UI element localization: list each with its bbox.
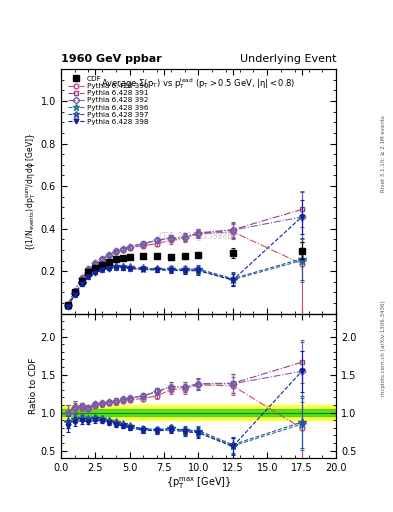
Text: Rivet 3.1.10; ≥ 2.1M events: Rivet 3.1.10; ≥ 2.1M events [381, 115, 386, 192]
Legend: CDF, Pythia 6.428 390, Pythia 6.428 391, Pythia 6.428 392, Pythia 6.428 396, Pyt: CDF, Pythia 6.428 390, Pythia 6.428 391,… [67, 75, 149, 125]
Bar [61, 405, 336, 420]
Y-axis label: $\{(1/N_{events})\, dp_{T}^{sum}/d\eta\, d\phi$ [GeV]$\}$: $\{(1/N_{events})\, dp_{T}^{sum}/d\eta\,… [24, 132, 38, 250]
Y-axis label: Ratio to CDF: Ratio to CDF [29, 358, 38, 414]
Bar [61, 409, 336, 416]
Text: mcplots.cern.ch [arXiv:1306.3436]: mcplots.cern.ch [arXiv:1306.3436] [381, 301, 386, 396]
X-axis label: $\{p_{T}^{max}$ [GeV]$\}$: $\{p_{T}^{max}$ [GeV]$\}$ [166, 476, 231, 492]
Text: Underlying Event: Underlying Event [239, 54, 336, 64]
Text: CDF_2015_I1388868: CDF_2015_I1388868 [159, 231, 238, 240]
Text: 1960 GeV ppbar: 1960 GeV ppbar [61, 54, 162, 64]
Text: Average $\Sigma(p_{T})$ vs $p_{T}^{lead}$ $(p_{T} > 0.5$ GeV, $|\eta| < 0.8)$: Average $\Sigma(p_{T})$ vs $p_{T}^{lead}… [101, 76, 296, 91]
